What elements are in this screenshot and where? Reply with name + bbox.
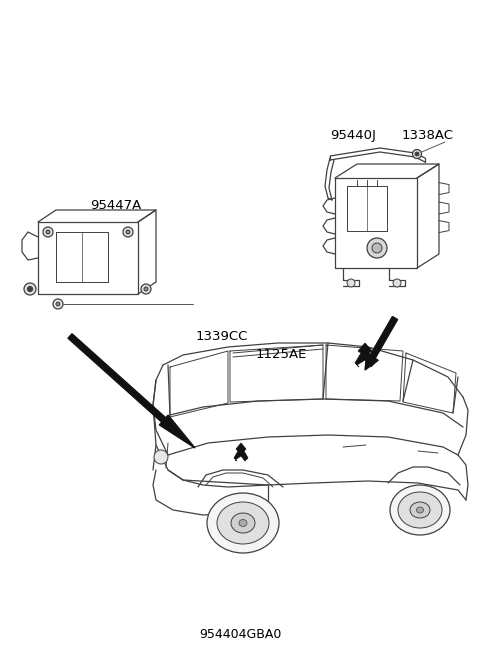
Text: 1125AE: 1125AE bbox=[256, 348, 307, 361]
Circle shape bbox=[53, 299, 63, 309]
Polygon shape bbox=[365, 316, 397, 370]
Polygon shape bbox=[68, 334, 195, 448]
Circle shape bbox=[367, 238, 387, 258]
Circle shape bbox=[24, 283, 36, 295]
Circle shape bbox=[412, 150, 421, 159]
Circle shape bbox=[46, 230, 50, 234]
Polygon shape bbox=[234, 443, 248, 461]
Text: 1339CC: 1339CC bbox=[196, 329, 248, 342]
Ellipse shape bbox=[217, 502, 269, 544]
Circle shape bbox=[43, 227, 53, 237]
Ellipse shape bbox=[390, 485, 450, 535]
Text: 1338AC: 1338AC bbox=[402, 129, 454, 142]
Circle shape bbox=[415, 152, 419, 156]
Circle shape bbox=[347, 279, 355, 287]
Circle shape bbox=[56, 302, 60, 306]
Circle shape bbox=[123, 227, 133, 237]
Ellipse shape bbox=[239, 520, 247, 527]
Circle shape bbox=[154, 450, 168, 464]
Text: 95447A: 95447A bbox=[90, 199, 141, 212]
Ellipse shape bbox=[417, 507, 423, 513]
Ellipse shape bbox=[231, 513, 255, 533]
Circle shape bbox=[126, 230, 130, 234]
Circle shape bbox=[393, 279, 401, 287]
Circle shape bbox=[141, 284, 151, 294]
Ellipse shape bbox=[398, 492, 442, 528]
Text: 95440J: 95440J bbox=[330, 129, 376, 142]
Ellipse shape bbox=[410, 502, 430, 518]
Text: 954404GBA0: 954404GBA0 bbox=[199, 628, 281, 642]
Circle shape bbox=[372, 243, 382, 253]
Polygon shape bbox=[355, 343, 375, 367]
Circle shape bbox=[144, 287, 148, 291]
Ellipse shape bbox=[207, 493, 279, 553]
Circle shape bbox=[27, 287, 33, 291]
